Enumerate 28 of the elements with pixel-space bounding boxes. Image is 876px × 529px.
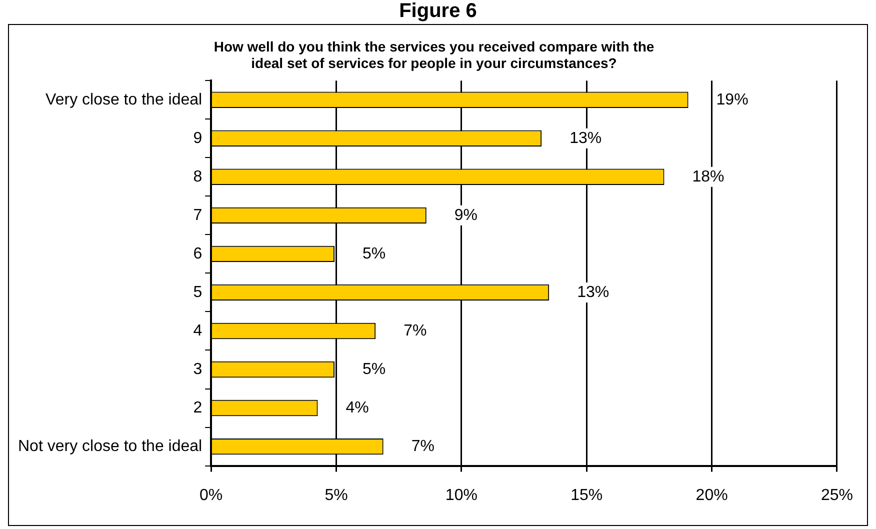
y-tick-label: Very close to the ideal — [46, 91, 202, 108]
data-label: 7% — [404, 322, 427, 340]
data-label: 9% — [454, 206, 478, 224]
y-tick-label: 3 — [193, 360, 202, 378]
x-tick-label: 5% — [324, 486, 348, 504]
chart-title: Figure 6 — [398, 0, 478, 22]
x-tick-label: 25% — [820, 486, 854, 504]
data-label: 4% — [346, 399, 369, 416]
x-tick-label: 15% — [570, 486, 603, 504]
data-label: 5% — [362, 245, 386, 262]
y-tick-label: 4 — [193, 322, 202, 340]
chart-subtitle: How well do you think the services you received compare with the ideal set of services for people in your circumstances? — [214, 38, 654, 72]
x-tick-label: 0% — [200, 486, 223, 504]
x-tick-label: 20% — [696, 486, 728, 504]
data-label: 13% — [577, 284, 610, 301]
y-tick-label: 9 — [193, 130, 202, 147]
data-label: 18% — [692, 168, 724, 186]
y-tick-label: 6 — [193, 245, 202, 262]
y-tick-label: 5 — [193, 284, 202, 301]
x-tick-label: 10% — [445, 486, 478, 504]
y-tick-label: 7 — [193, 206, 202, 224]
data-label: 19% — [716, 91, 748, 108]
data-label: 5% — [362, 360, 386, 378]
y-tick-label: 2 — [193, 399, 202, 416]
y-tick-label: 8 — [193, 168, 202, 186]
y-tick-label: Not very close to the ideal — [18, 438, 202, 455]
data-label: 13% — [570, 130, 602, 147]
data-label: 7% — [411, 438, 434, 455]
